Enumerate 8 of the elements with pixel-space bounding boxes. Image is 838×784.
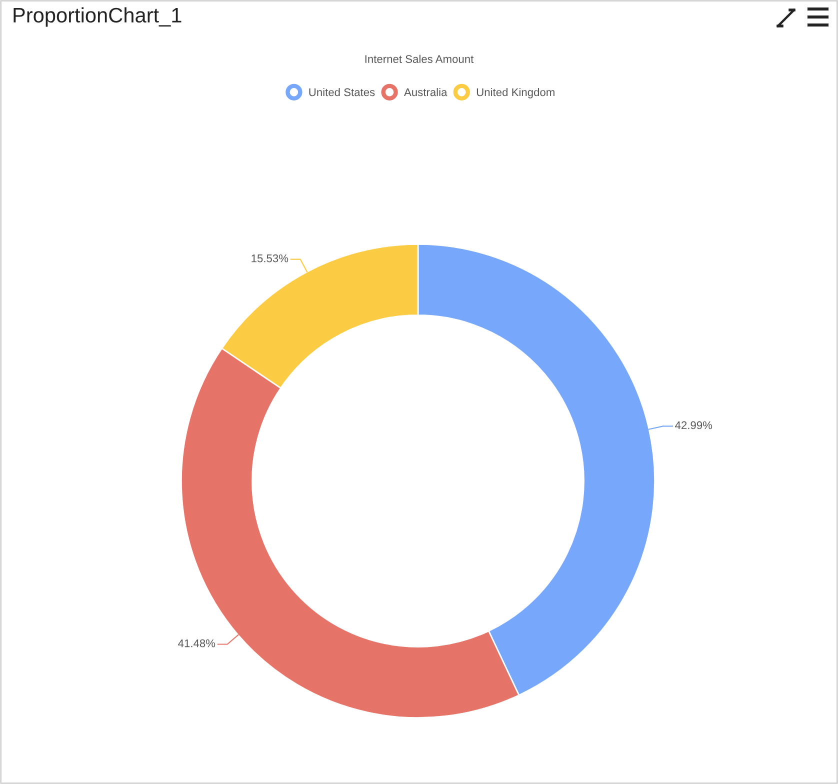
legend-label: United States xyxy=(309,88,375,96)
legend-label: Australia xyxy=(404,88,448,96)
chart-subtitle: Internet Sales Amount xyxy=(365,54,474,63)
data-label: 41.48% xyxy=(178,639,216,648)
chart-title: ProportionChart_1 xyxy=(14,7,182,27)
legend-label: United Kingdom xyxy=(476,88,554,98)
data-label: 15.53% xyxy=(252,254,288,262)
data-label: 42.99% xyxy=(675,421,712,430)
